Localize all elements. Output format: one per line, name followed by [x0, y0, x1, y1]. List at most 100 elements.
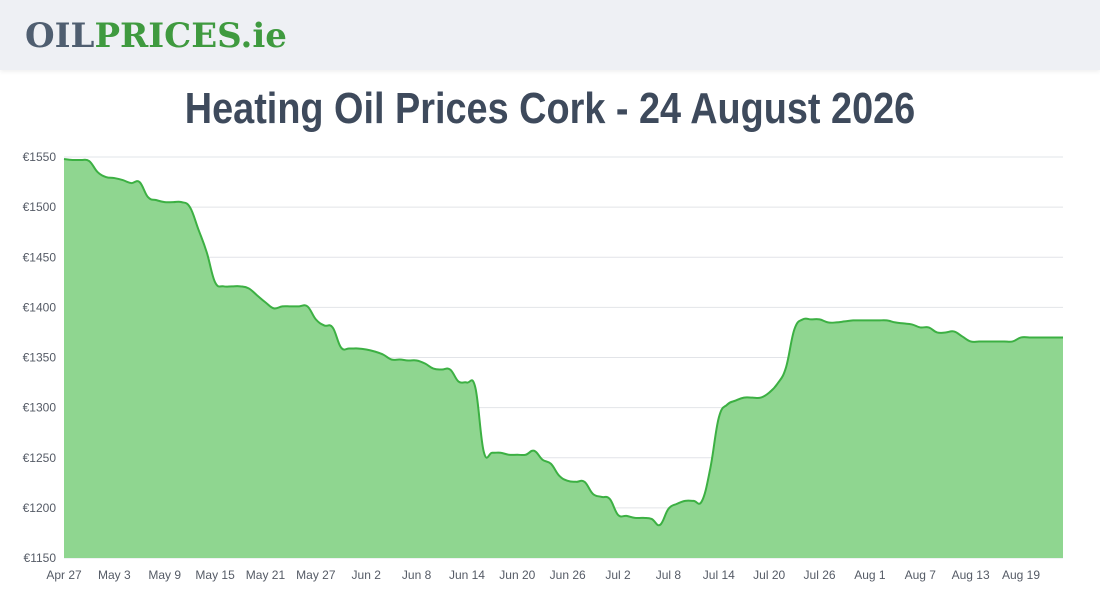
data-point[interactable]: 2026-07-20: €1315 — [765, 389, 773, 397]
data-point[interactable]: 2026-08-02: €1387 — [874, 316, 882, 324]
data-point[interactable]: 2026-08-01: €1387 — [866, 316, 874, 324]
data-point[interactable]: 2026-06-09: €1344 — [421, 360, 429, 368]
data-point[interactable]: 2026-06-20: €1253 — [513, 451, 521, 459]
data-point[interactable]: 2026-06-05: €1348 — [387, 356, 395, 364]
data-point[interactable]: 2026-05-08: €1507 — [152, 196, 160, 204]
data-point[interactable]: 2026-04-29: €1547 — [77, 156, 85, 164]
data-point[interactable]: 2026-05-03: €1529 — [110, 174, 118, 182]
data-point[interactable]: 2026-07-30: €1387 — [849, 316, 857, 324]
data-point[interactable]: 2026-04-27: €1548 — [60, 155, 68, 163]
data-point[interactable]: 2026-05-18: €1421 — [236, 282, 244, 290]
data-point[interactable]: 2026-04-30: €1546 — [85, 157, 93, 165]
data-point[interactable]: 2026-08-19: €1370 — [1017, 333, 1025, 341]
data-point[interactable]: 2026-08-13: €1366 — [967, 337, 975, 345]
data-point[interactable]: 2026-08-09: €1375 — [933, 328, 941, 336]
data-point[interactable]: 2026-05-30: €1360 — [337, 343, 345, 351]
data-point[interactable]: 2026-05-19: €1419 — [245, 284, 253, 292]
data-point[interactable]: 2026-07-07: €1183 — [656, 521, 664, 529]
data-point[interactable]: 2026-06-27: €1226 — [572, 478, 580, 486]
data-point[interactable]: 2026-07-13: €1240 — [706, 464, 714, 472]
data-point[interactable]: 2026-05-21: €1405 — [261, 298, 269, 306]
data-point[interactable]: 2026-06-22: €1257 — [530, 447, 538, 455]
data-point[interactable]: 2026-07-29: €1386 — [841, 317, 849, 325]
data-point[interactable]: 2026-06-11: €1338 — [438, 366, 446, 374]
data-point[interactable]: 2026-06-12: €1338 — [446, 366, 454, 374]
data-point[interactable]: 2026-07-06: €1189 — [648, 515, 656, 523]
site-logo[interactable]: OILPRICES.ie — [25, 16, 287, 56]
data-point[interactable]: 2026-06-07: €1347 — [404, 357, 412, 365]
data-point[interactable]: 2026-06-21: €1253 — [522, 451, 530, 459]
data-point[interactable]: 2026-08-10: €1375 — [941, 328, 949, 336]
data-point[interactable]: 2026-07-03: €1192 — [622, 512, 630, 520]
data-point[interactable]: 2026-06-19: €1253 — [505, 451, 513, 459]
data-point[interactable]: 2026-05-25: €1401 — [295, 302, 303, 310]
data-point[interactable]: 2026-08-08: €1380 — [925, 323, 933, 331]
data-point[interactable]: 2026-07-04: €1190 — [631, 514, 639, 522]
data-point[interactable]: 2026-05-05: €1524 — [127, 179, 135, 187]
data-point[interactable]: 2026-07-14: €1290 — [715, 414, 723, 422]
data-point[interactable]: 2026-05-10: €1505 — [169, 198, 177, 206]
data-point[interactable]: 2026-07-31: €1387 — [858, 316, 866, 324]
data-point[interactable]: 2026-06-13: €1326 — [455, 378, 463, 386]
data-point[interactable]: 2026-05-09: €1505 — [161, 198, 169, 206]
data-point[interactable]: 2026-06-23: €1248 — [539, 456, 547, 464]
data-point[interactable]: 2026-05-28: €1382 — [320, 321, 328, 329]
data-point[interactable]: 2026-08-03: €1387 — [883, 316, 891, 324]
data-point[interactable]: 2026-05-01: €1535 — [94, 168, 102, 176]
data-point[interactable]: 2026-07-10: €1207 — [681, 497, 689, 505]
data-point[interactable]: 2026-08-21: €1370 — [1034, 333, 1042, 341]
data-point[interactable]: 2026-07-19: €1310 — [757, 394, 765, 402]
data-point[interactable]: 2026-05-11: €1505 — [178, 198, 186, 206]
data-point[interactable]: 2026-07-25: €1388 — [807, 315, 815, 323]
data-point[interactable]: 2026-05-04: €1527 — [119, 176, 127, 184]
data-point[interactable]: 2026-07-05: €1190 — [639, 514, 647, 522]
data-point[interactable]: 2026-05-23: €1401 — [278, 302, 286, 310]
data-point[interactable]: 2026-05-06: €1525 — [136, 178, 144, 186]
data-point[interactable]: 2026-06-18: €1255 — [497, 449, 505, 457]
data-point[interactable]: 2026-08-12: €1371 — [958, 332, 966, 340]
data-point[interactable]: 2026-06-28: €1226 — [580, 478, 588, 486]
data-point[interactable]: 2026-06-29: €1214 — [589, 490, 597, 498]
data-point[interactable]: 2026-08-24: €1370 — [1059, 333, 1067, 341]
data-point[interactable]: 2026-05-27: €1388 — [312, 315, 320, 323]
data-point[interactable]: 2026-06-08: €1347 — [413, 357, 421, 365]
data-point[interactable]: 2026-06-04: €1353 — [379, 350, 387, 358]
data-point[interactable]: 2026-07-11: €1207 — [690, 497, 698, 505]
data-point[interactable]: 2026-05-07: €1510 — [144, 193, 152, 201]
data-point[interactable]: 2026-07-28: €1385 — [832, 318, 840, 326]
data-point[interactable]: 2026-08-20: €1370 — [1025, 333, 1033, 341]
data-point[interactable]: 2026-05-12: €1500 — [186, 203, 194, 211]
data-point[interactable]: 2026-05-13: €1478 — [194, 225, 202, 233]
data-point[interactable]: 2026-07-12: €1207 — [698, 497, 706, 505]
data-point[interactable]: 2026-07-01: €1209 — [606, 495, 614, 503]
data-point[interactable]: 2026-06-26: €1227 — [564, 477, 572, 485]
data-point[interactable]: 2026-05-15: €1425 — [211, 278, 219, 286]
data-point[interactable]: 2026-05-24: €1401 — [287, 302, 295, 310]
data-point[interactable]: 2026-05-22: €1399 — [270, 304, 278, 312]
data-point[interactable]: 2026-06-25: €1232 — [555, 472, 563, 480]
data-point[interactable]: 2026-08-16: €1366 — [992, 337, 1000, 345]
data-point[interactable]: 2026-05-20: €1412 — [253, 291, 261, 299]
data-point[interactable]: 2026-05-02: €1530 — [102, 173, 110, 181]
data-point[interactable]: 2026-05-16: €1421 — [220, 282, 228, 290]
data-point[interactable]: 2026-07-17: €1310 — [740, 394, 748, 402]
data-point[interactable]: 2026-06-10: €1339 — [429, 365, 437, 373]
data-point[interactable]: 2026-06-16: €1256 — [480, 448, 488, 456]
data-point[interactable]: 2026-07-18: €1310 — [748, 394, 756, 402]
data-point[interactable]: 2026-08-04: €1385 — [891, 318, 899, 326]
data-point[interactable]: 2026-08-11: €1376 — [950, 327, 958, 335]
data-point[interactable]: 2026-08-18: €1366 — [1009, 337, 1017, 345]
data-point[interactable]: 2026-06-06: €1348 — [396, 356, 404, 364]
data-point[interactable]: 2026-05-31: €1359 — [345, 344, 353, 352]
data-point[interactable]: 2026-06-14: €1325 — [463, 379, 471, 387]
data-point[interactable]: 2026-05-29: €1380 — [329, 323, 337, 331]
data-point[interactable]: 2026-08-05: €1384 — [900, 319, 908, 327]
data-point[interactable]: 2026-05-14: €1455 — [203, 248, 211, 256]
data-point[interactable]: 2026-08-22: €1370 — [1042, 333, 1050, 341]
data-point[interactable]: 2026-07-22: €1340 — [782, 364, 790, 372]
data-point[interactable]: 2026-06-24: €1244 — [547, 460, 555, 468]
data-point[interactable]: 2026-05-26: €1401 — [303, 302, 311, 310]
data-point[interactable]: 2026-08-15: €1366 — [983, 337, 991, 345]
data-point[interactable]: 2026-07-27: €1385 — [824, 318, 832, 326]
data-point[interactable]: 2026-07-21: €1324 — [774, 380, 782, 388]
